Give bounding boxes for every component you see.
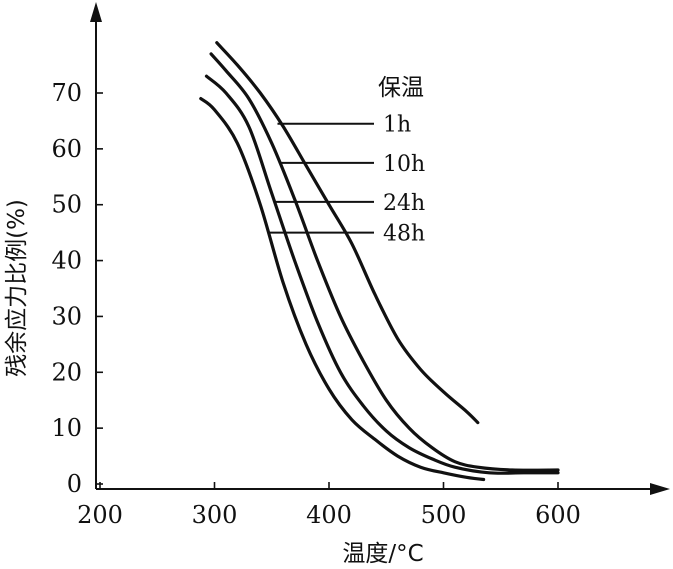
x-ticks: 200 300 400 500 600 — [77, 482, 581, 529]
series-curves — [199, 41, 560, 482]
x-tick-label: 600 — [535, 501, 581, 529]
series-label-48h: 48h — [383, 222, 425, 247]
y-tick-label: 10 — [51, 414, 82, 442]
series-label-24h: 24h — [383, 191, 425, 216]
series-label-1h: 1h — [383, 113, 411, 138]
y-tick-label: 70 — [51, 79, 82, 107]
x-tick-label: 300 — [192, 501, 238, 529]
series-line-1h — [215, 41, 480, 425]
y-tick-label: 20 — [51, 358, 82, 386]
series-labels: 1h 10h 24h 48h — [383, 113, 425, 247]
legend-title: 保温 — [378, 75, 424, 101]
x-axis-title: 温度/°C — [342, 541, 423, 567]
y-ticks: 0 10 20 30 40 50 60 70 — [51, 79, 103, 498]
y-tick-label: 0 — [67, 470, 82, 498]
y-tick-label: 40 — [51, 247, 82, 275]
series-label-10h: 10h — [383, 152, 425, 177]
y-axis-title: 残余应力比例(%) — [4, 199, 30, 377]
y-tick-label: 60 — [51, 135, 82, 163]
series-line-10h — [209, 52, 560, 472]
x-tick-label: 400 — [306, 501, 352, 529]
series-line-48h — [199, 97, 486, 482]
y-tick-label: 50 — [51, 191, 82, 219]
y-axis-arrow — [90, 2, 102, 22]
y-tick-label: 30 — [51, 302, 82, 330]
x-tick-label: 500 — [421, 501, 467, 529]
x-axis-arrow — [650, 483, 670, 495]
series-line-24h — [204, 74, 560, 475]
series-leader-lines — [268, 122, 374, 234]
x-tick-label: 200 — [77, 501, 123, 529]
